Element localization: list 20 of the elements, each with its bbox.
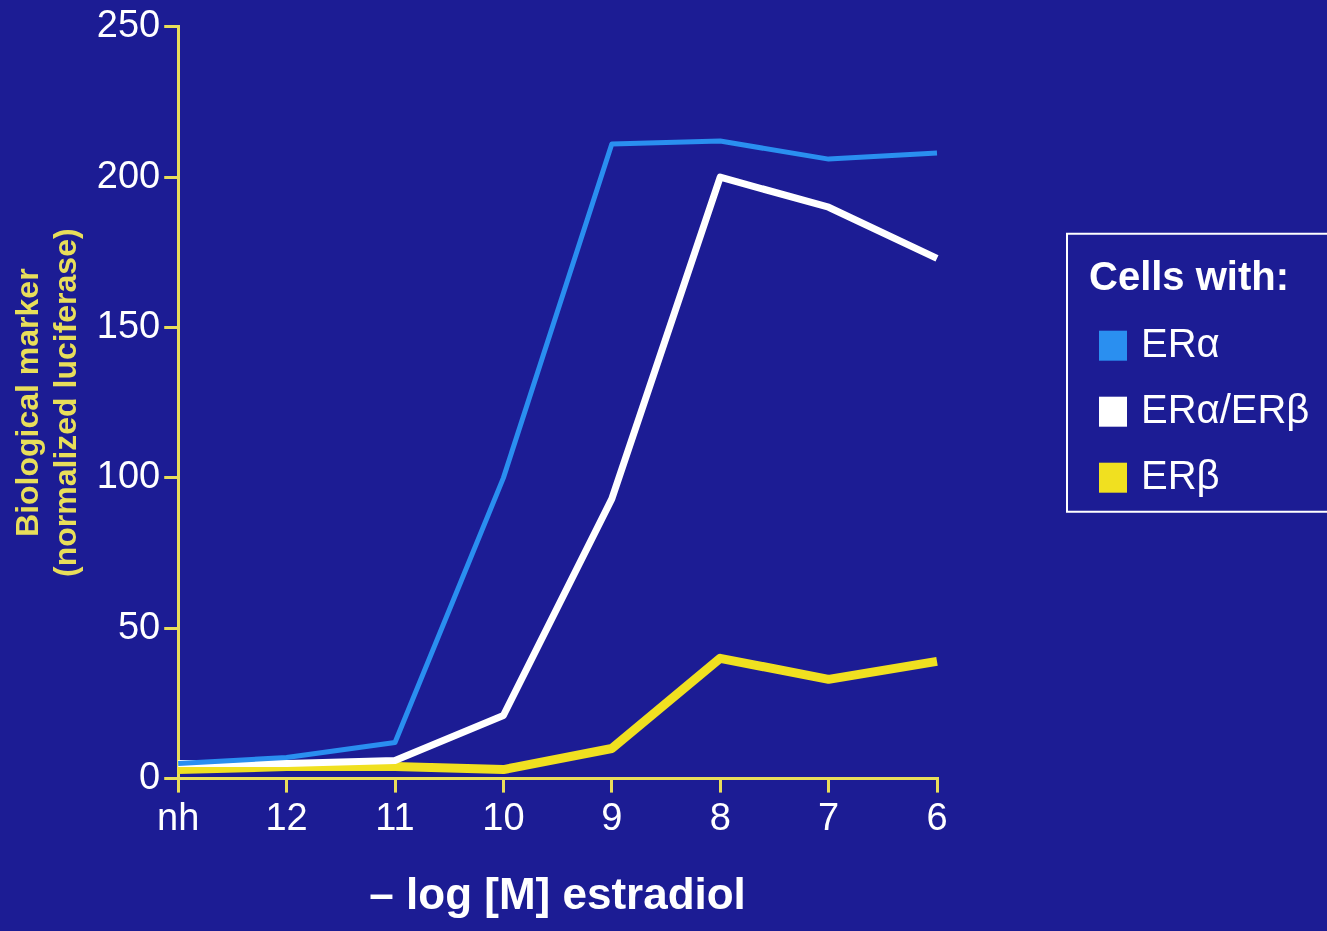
x-tick-label: nh [157, 795, 200, 838]
x-tick-label: 12 [265, 795, 308, 838]
legend-label: ERα/ERβ [1141, 386, 1310, 431]
legend-label: ERβ [1141, 452, 1220, 497]
x-tick-label: 11 [375, 795, 415, 838]
y-tick-label: 50 [117, 604, 161, 647]
y-axis-title: Biological marker (normalized luciferase) [9, 228, 84, 577]
y-tick-label: 0 [139, 755, 161, 798]
x-tick-label: 7 [818, 795, 840, 838]
y-tick-label: 100 [96, 454, 161, 497]
legend-label: ERα [1141, 320, 1220, 365]
y-tick-label: 250 [96, 3, 161, 46]
x-tick-label: 8 [709, 795, 731, 838]
y-tick-label: 200 [96, 153, 161, 196]
y-tick-label: 150 [96, 304, 161, 346]
x-tick-label: 10 [482, 795, 525, 838]
x-tick-label: 6 [926, 795, 948, 838]
x-axis-title: – log [M] estradiol [369, 868, 746, 918]
x-tick-label: 9 [601, 795, 623, 838]
legend-title: Cells with: [1089, 253, 1290, 298]
